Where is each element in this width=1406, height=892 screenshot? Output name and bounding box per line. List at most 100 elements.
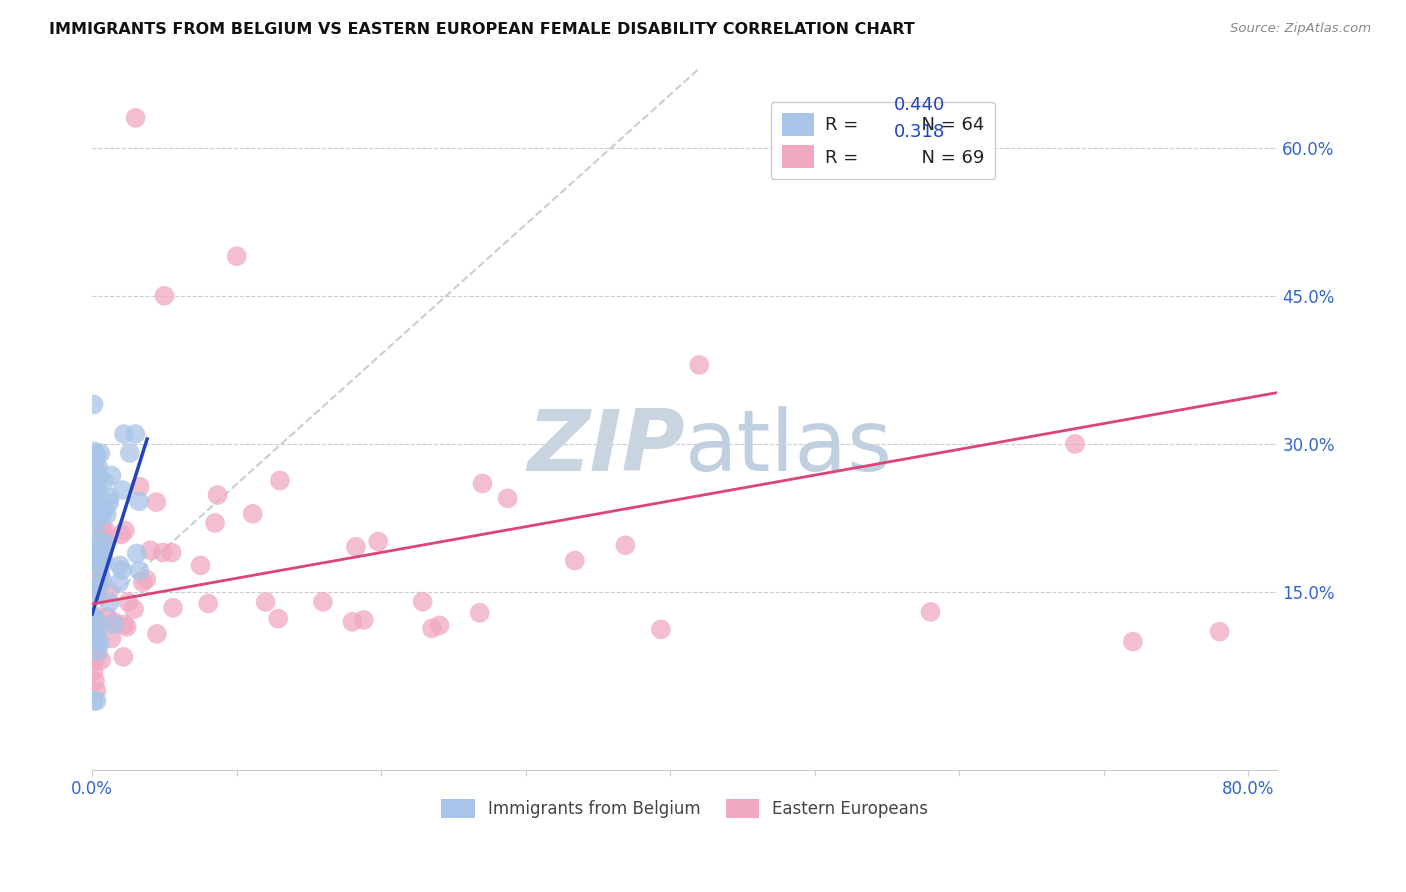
Point (83, 521, 105, 535)
Point (83, 610, 105, 624)
Point (82, 557, 104, 571)
Point (90, 536, 112, 550)
Point (242, 507, 264, 521)
Point (83, 483, 105, 497)
Point (84, 463, 107, 477)
Point (344, 540, 367, 554)
Point (83, 535, 105, 549)
Point (84, 551, 107, 566)
Point (128, 564, 150, 578)
Point (86, 582, 108, 596)
Text: ZIP: ZIP (527, 406, 685, 489)
Point (267, 612, 290, 626)
Point (98, 495, 121, 509)
Point (86, 448, 108, 462)
Legend: Immigrants from Belgium, Eastern Europeans: Immigrants from Belgium, Eastern Europea… (434, 792, 935, 825)
Point (207, 488, 229, 502)
Point (204, 516, 226, 530)
Point (353, 613, 375, 627)
Point (86, 645, 108, 659)
Point (86, 558, 108, 573)
Point (112, 427, 135, 442)
Point (83, 654, 105, 668)
Point (86, 478, 108, 492)
Point (82, 556, 104, 570)
Point (112, 649, 135, 664)
Point (87, 549, 110, 563)
Point (94, 533, 117, 548)
Point (94, 536, 117, 550)
Point (87, 460, 110, 475)
Point (108, 558, 131, 573)
Point (89, 577, 111, 591)
Point (1208, 624, 1230, 639)
Point (82, 543, 104, 558)
Point (108, 575, 131, 590)
Point (82, 497, 104, 511)
Point (89, 446, 111, 460)
Point (90, 546, 112, 560)
Point (614, 538, 637, 552)
Point (146, 627, 169, 641)
Point (84, 588, 107, 602)
Point (82, 580, 104, 594)
Point (254, 595, 277, 609)
Text: atlas: atlas (685, 406, 893, 489)
Point (312, 595, 335, 609)
Point (86, 587, 108, 601)
Point (197, 597, 219, 611)
Point (98, 491, 121, 505)
Point (145, 495, 167, 509)
Point (153, 289, 176, 303)
Point (86, 625, 108, 640)
Point (125, 546, 148, 560)
Point (124, 427, 146, 442)
Point (86, 500, 108, 514)
Point (90, 653, 112, 667)
Point (139, 543, 162, 558)
Point (83, 397, 105, 411)
Point (96, 508, 118, 522)
Point (86, 694, 108, 708)
Point (82, 564, 104, 578)
Point (86, 684, 108, 698)
Point (128, 494, 150, 508)
Point (98, 583, 121, 598)
Point (84, 674, 107, 689)
Point (86, 615, 108, 630)
Point (135, 573, 157, 587)
Point (91, 551, 114, 566)
Point (162, 600, 184, 615)
Point (87, 644, 110, 658)
Point (84, 450, 107, 464)
Point (190, 558, 212, 573)
Point (84, 633, 107, 648)
Point (93, 502, 115, 516)
Point (688, 358, 710, 372)
Text: Source: ZipAtlas.com: Source: ZipAtlas.com (1230, 22, 1371, 36)
Point (100, 632, 122, 646)
Point (84, 479, 107, 493)
Point (89, 636, 111, 650)
Point (117, 595, 139, 609)
Point (82, 546, 104, 560)
Point (83, 614, 105, 628)
Point (82, 541, 104, 556)
Point (342, 615, 364, 629)
Point (412, 594, 434, 608)
Point (124, 111, 146, 125)
Point (650, 623, 672, 637)
Text: 0.318: 0.318 (894, 123, 945, 141)
Point (496, 491, 519, 506)
Point (132, 575, 155, 590)
Point (564, 553, 586, 567)
Point (429, 618, 451, 632)
Point (91, 508, 114, 522)
Point (128, 480, 150, 494)
Point (367, 534, 389, 549)
Point (98, 596, 121, 610)
Point (100, 468, 122, 483)
Point (115, 620, 138, 634)
Point (89, 567, 111, 582)
Point (160, 546, 183, 560)
